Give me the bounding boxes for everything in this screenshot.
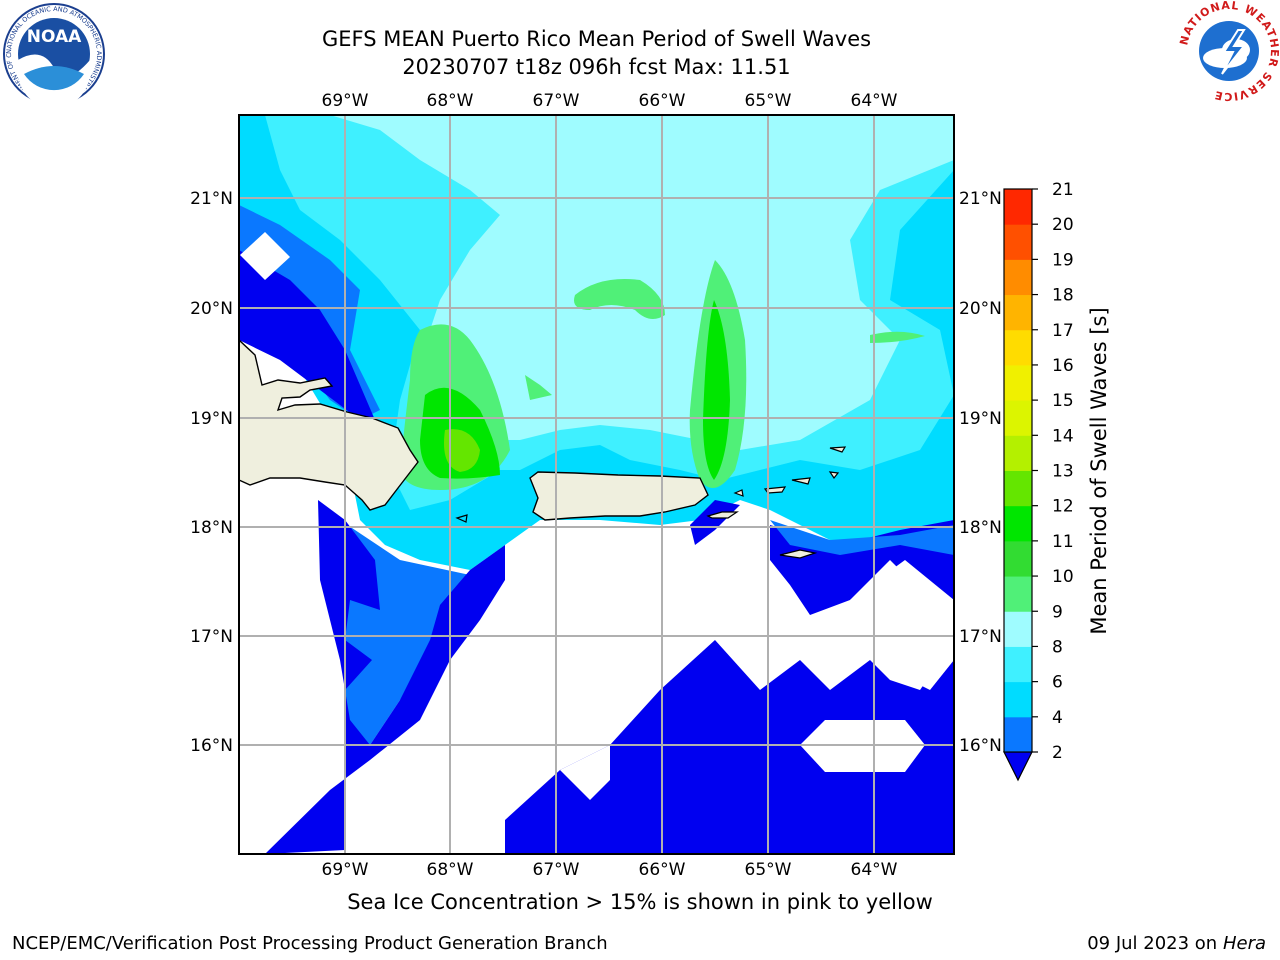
colorbar-segment	[1004, 259, 1032, 296]
region-missing-south	[560, 745, 610, 800]
colorbar-segment	[1004, 505, 1032, 542]
colorbar-tick-label: 20	[1052, 215, 1074, 235]
footer-date-text: 09 Jul 2023 on	[1087, 933, 1223, 954]
region-bright-green-east	[703, 300, 730, 480]
lon-label-top: 68°W	[427, 91, 474, 111]
colorbar-segment	[1004, 329, 1032, 366]
colorbar-tick-label: 17	[1052, 321, 1074, 341]
island-anegada	[828, 471, 840, 480]
noaa-logo: NATIONAL OCEANIC AND ATMOSPHERIC ADMINIS…	[2, 2, 105, 106]
island-vieques	[706, 511, 739, 519]
lat-label-right: 16°N	[959, 736, 1002, 756]
chart-title: GEFS MEAN Puerto Rico Mean Period of Swe…	[321, 27, 872, 51]
lat-label-right: 20°N	[959, 299, 1002, 319]
island-st-croix	[779, 549, 818, 559]
sea-ice-caption: Sea Ice Concentration > 15% is shown in …	[347, 890, 933, 914]
colorbar-tick-label: 18	[1052, 286, 1074, 306]
chart-subtitle: 20230707 t18z 096h fcst Max: 11.51	[402, 55, 791, 79]
colorbar-segment	[1004, 716, 1032, 753]
colorbar-segment	[1004, 400, 1032, 436]
region-missing-nw	[240, 232, 290, 280]
region-lime-west	[444, 429, 480, 472]
lon-label-bottom: 69°W	[322, 860, 369, 880]
lon-label-top: 64°W	[851, 91, 898, 111]
colorbar-tick-label: 16	[1052, 356, 1074, 376]
colorbar-tick-label: 4	[1052, 708, 1063, 728]
region-green-small	[525, 375, 552, 400]
region-deep-blue-pr	[690, 500, 740, 545]
swell-period-field	[239, 115, 954, 854]
lon-label-bottom: 68°W	[427, 860, 474, 880]
region-blue-east	[770, 520, 954, 555]
colorbar-segment	[1004, 646, 1032, 683]
region-deep-blue-west	[239, 250, 375, 420]
region-deep-blue-se	[505, 640, 954, 854]
lat-label-right: 19°N	[959, 409, 1002, 429]
colorbar-tick-label: 19	[1052, 250, 1074, 270]
colorbar-tick-label: 15	[1052, 391, 1074, 411]
colorbar-tick-label: 11	[1052, 532, 1074, 552]
colorbar-tick-label: 6	[1052, 673, 1063, 693]
island-mona	[455, 514, 468, 523]
colorbar-segment	[1004, 681, 1032, 718]
lon-label-bottom: 65°W	[745, 860, 792, 880]
colorbar-segment	[1004, 435, 1032, 471]
colorbar-segment	[1004, 294, 1032, 331]
lat-label-left: 21°N	[190, 189, 233, 209]
colorbar-segment	[1004, 611, 1032, 647]
colorbar-extend-arrow	[1003, 751, 1033, 782]
nws-logo: NATIONAL WEATHER SERVICE	[1178, 0, 1280, 102]
lat-label-left: 18°N	[190, 518, 233, 538]
lon-label-bottom: 64°W	[851, 860, 898, 880]
footer-date: 09 Jul 2023 on Hera	[1087, 933, 1266, 954]
lon-label-top: 66°W	[639, 91, 686, 111]
lat-label-right: 21°N	[959, 189, 1002, 209]
lon-label-bottom: 66°W	[639, 860, 686, 880]
colorbar-tick-label: 9	[1052, 602, 1063, 622]
island-tortola	[791, 477, 811, 485]
colorbar-tick-label: 13	[1052, 462, 1074, 482]
region-deep-blue-south	[265, 500, 505, 854]
lat-label-left: 19°N	[190, 409, 233, 429]
colorbar-segment	[1004, 224, 1032, 260]
lat-label-left: 20°N	[190, 299, 233, 319]
colorbar-tick-label: 12	[1052, 497, 1074, 517]
colorbar-tick-label: 14	[1052, 426, 1074, 446]
lat-label-left: 17°N	[190, 627, 233, 647]
colorbar-segment	[1004, 364, 1032, 401]
region-green-ne	[870, 331, 925, 343]
lat-label-right: 17°N	[959, 627, 1002, 647]
colorbar-tick-label: 2	[1052, 743, 1063, 763]
lat-label-right: 18°N	[959, 518, 1002, 538]
colorbar-tick-label: 8	[1052, 637, 1063, 657]
colorbar-segment	[1004, 189, 1032, 225]
lon-label-bottom: 67°W	[533, 860, 580, 880]
lat-label-left: 16°N	[190, 736, 233, 756]
colorbar-label: Mean Period of Swell Waves [s]	[1087, 307, 1111, 634]
region-missing-east	[850, 560, 954, 690]
gridlines	[239, 115, 954, 854]
noaa-logo-text: NOAA	[27, 27, 82, 47]
colorbar-tick-label: 21	[1052, 180, 1074, 200]
colorbar-tick-label: 10	[1052, 567, 1074, 587]
colorbar: 2 4 6 8 9 10 11 12 13 14 15 16 17 18 19 20 21	[1003, 180, 1074, 782]
colorbar-segment	[1004, 576, 1032, 612]
lon-label-top: 69°W	[322, 91, 369, 111]
puerto-rico-land	[529, 471, 709, 521]
lon-label-top: 67°W	[533, 91, 580, 111]
map-frame	[238, 114, 955, 855]
colorbar-segment	[1004, 540, 1032, 577]
island-sombrero	[829, 446, 847, 453]
footer-host: Hera	[1222, 933, 1266, 954]
island-culebra	[733, 489, 744, 497]
lon-label-top: 65°W	[745, 91, 792, 111]
colorbar-segment	[1004, 470, 1032, 507]
footer-credit: NCEP/EMC/Verification Post Processing Pr…	[12, 933, 608, 954]
